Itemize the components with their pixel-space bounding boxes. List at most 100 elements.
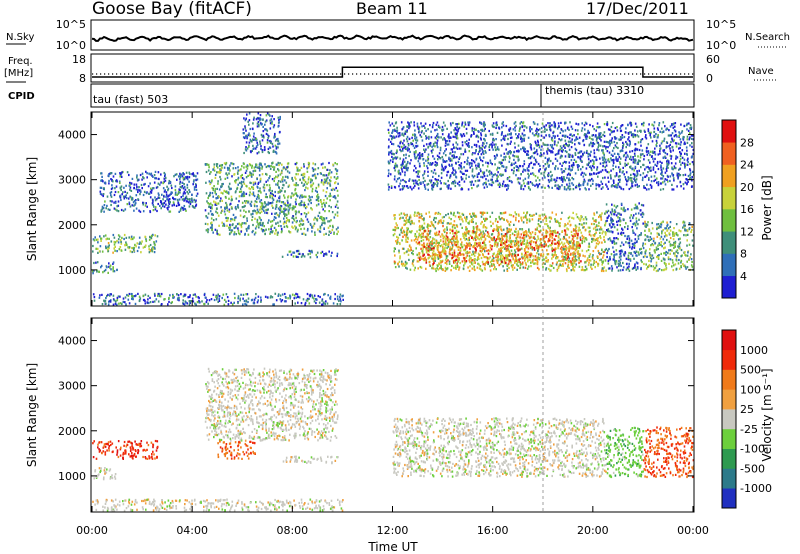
- power-cell: [100, 172, 103, 175]
- power-cell: [540, 151, 542, 155]
- power-cell: [335, 186, 337, 190]
- power-cell: [162, 204, 164, 207]
- power-cell: [326, 168, 329, 171]
- power-cell: [191, 173, 193, 176]
- power-cell: [467, 156, 469, 159]
- power-cell: [441, 233, 443, 236]
- power-cell: [588, 178, 591, 181]
- power-cell: [618, 156, 621, 159]
- power-cell: [416, 183, 419, 186]
- power-cell: [611, 121, 614, 125]
- power-cell: [260, 199, 263, 202]
- power-cell: [477, 153, 479, 156]
- power-cell: [683, 142, 685, 146]
- power-cell: [117, 238, 120, 241]
- power-cell: [531, 166, 534, 169]
- power-cell: [408, 179, 410, 182]
- power-cell: [526, 167, 529, 170]
- power-cell: [286, 199, 289, 202]
- power-cell: [619, 129, 622, 133]
- power-cell: [558, 138, 560, 141]
- power-cell: [148, 192, 150, 195]
- power-cell: [258, 174, 261, 177]
- power-cell: [432, 264, 434, 267]
- power-cell: [283, 210, 285, 213]
- power-cell: [558, 125, 560, 128]
- power-cell: [220, 185, 222, 189]
- power-cell: [558, 264, 561, 267]
- power-cell: [272, 126, 275, 129]
- power-cell: [299, 169, 301, 172]
- power-cell: [595, 134, 597, 137]
- power-cell: [142, 203, 144, 206]
- power-cell: [218, 224, 220, 227]
- power-cell: [156, 185, 159, 189]
- power-cell: [507, 133, 509, 136]
- power-cell: [192, 172, 194, 175]
- power-cell: [682, 137, 684, 140]
- power-cell: [282, 176, 284, 179]
- power-cell: [540, 148, 542, 151]
- power-cell: [568, 137, 571, 140]
- power-cell: [429, 255, 432, 258]
- power-cell: [430, 241, 432, 244]
- power-cell: [259, 180, 262, 183]
- power-cell: [660, 177, 662, 180]
- power-cell: [472, 152, 474, 155]
- power-cell: [264, 163, 266, 166]
- power-cell: [550, 178, 553, 181]
- power-cell: [264, 128, 267, 131]
- power-cell: [625, 127, 627, 130]
- power-cell: [527, 260, 529, 263]
- power-cell: [413, 121, 415, 124]
- power-cell: [440, 219, 442, 222]
- power-cell: [545, 134, 547, 137]
- power-cell: [124, 208, 127, 211]
- power-cell: [575, 138, 577, 141]
- power-cell: [125, 241, 127, 244]
- power-cell: [215, 203, 218, 206]
- power-cell: [564, 155, 567, 158]
- power-cell: [303, 165, 305, 168]
- power-cell: [560, 264, 563, 267]
- power-cell: [521, 137, 524, 140]
- power-cell: [513, 151, 515, 154]
- power-cell: [566, 150, 568, 154]
- power-cell: [180, 206, 183, 209]
- power-cell: [686, 149, 688, 152]
- power-cell: [301, 194, 303, 197]
- power-cell: [253, 233, 256, 236]
- power-cell: [297, 169, 300, 172]
- power-cell: [555, 179, 558, 182]
- power-cell: [410, 141, 412, 145]
- power-cell: [282, 167, 285, 170]
- power-cell: [482, 226, 485, 229]
- power-cell: [173, 198, 175, 201]
- power-cell: [173, 202, 175, 205]
- power-cell: [332, 195, 335, 198]
- power-cell: [617, 183, 619, 186]
- power-cell: [606, 121, 609, 124]
- power-cell: [593, 155, 596, 158]
- power-cell: [667, 160, 670, 163]
- power-cell: [334, 162, 336, 165]
- power-cell: [532, 121, 535, 124]
- power-cell: [533, 134, 536, 137]
- power-cell: [480, 128, 482, 132]
- power-cell: [495, 143, 497, 146]
- power-cell: [406, 228, 409, 231]
- power-cell: [453, 156, 456, 159]
- power-cell: [238, 195, 241, 198]
- power-cell: [244, 127, 247, 130]
- power-cell: [440, 221, 443, 224]
- power-cell: [334, 181, 337, 184]
- power-cell: [420, 213, 423, 216]
- power-cell: [262, 134, 265, 137]
- power-cell: [625, 171, 628, 174]
- power-cell: [677, 176, 679, 179]
- power-cell: [108, 173, 110, 176]
- power-cell: [654, 157, 656, 160]
- power-cell: [292, 217, 295, 220]
- power-cell: [629, 165, 632, 168]
- power-cell: [506, 152, 508, 155]
